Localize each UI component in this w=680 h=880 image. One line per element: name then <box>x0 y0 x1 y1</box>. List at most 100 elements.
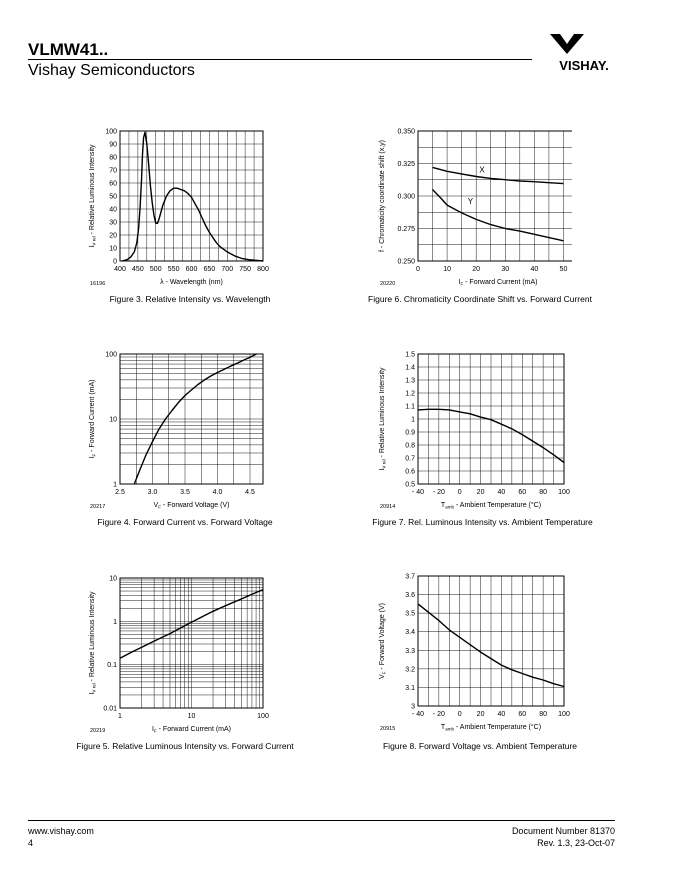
x-tick-label: 10 <box>443 266 451 273</box>
series-line <box>121 131 264 262</box>
figure-code: 20219 <box>90 728 105 734</box>
y-axis-label-symbol: I <box>89 246 96 248</box>
x-tick-label: 700 <box>221 266 233 273</box>
y-axis-label: IV rel - Relative Luminous Intensity <box>89 144 97 248</box>
plot-frame <box>417 353 565 485</box>
x-axis-label: IF - Forward Current (mA) <box>152 726 231 734</box>
y-tick-label: 1.4 <box>405 365 415 372</box>
y-axis-label-text: - Forward Current (mA) <box>89 380 96 454</box>
y-tick-label: 1.1 <box>405 404 415 411</box>
series-line <box>119 588 264 659</box>
y-axis-label-text: - Relative Luminous Intensity <box>379 367 386 459</box>
y-axis-label-text: - Forward Voltage (V) <box>379 603 386 671</box>
document-subtitle: Vishay Semiconductors <box>28 62 195 79</box>
y-tick-label: 60 <box>109 181 117 188</box>
x-tick-label: - 20 <box>433 711 445 718</box>
y-axis-label: IV rel - Relative Luminous Intensity <box>379 367 387 471</box>
x-tick-label: 60 <box>518 711 526 718</box>
y-tick-label: 70 <box>109 168 117 175</box>
x-axis-label-subscript: F <box>460 282 463 287</box>
footer-document-number: Document Number 81370 <box>511 826 615 836</box>
fig3-grid <box>119 130 264 262</box>
x-tick-label: 800 <box>257 266 269 273</box>
series-annotation: X <box>479 166 485 175</box>
y-tick-label: 3.7 <box>405 574 415 581</box>
y-tick-label: 0.250 <box>397 259 415 266</box>
x-axis-label-subscript: F <box>158 505 161 510</box>
x-tick-label: 20 <box>477 711 485 718</box>
x-axis-label-text: - Ambient Temperature (°C) <box>454 501 541 509</box>
x-axis-label-text: - Forward Current (mA) <box>157 726 231 733</box>
x-axis-label: IF - Forward Current (mA) <box>459 279 538 287</box>
x-tick-label: 3.0 <box>148 489 158 496</box>
x-tick-label: 60 <box>518 489 526 496</box>
figure-code: 16196 <box>90 281 105 287</box>
y-tick-label: 0.01 <box>103 706 117 713</box>
x-axis-label-text: - Forward Voltage (V) <box>161 502 229 509</box>
y-tick-label: 90 <box>109 142 117 149</box>
plot-frame <box>417 575 565 707</box>
vishay-logo: VISHAY. <box>550 34 609 73</box>
y-tick-label: 10 <box>109 246 117 253</box>
y-tick-label: 0.325 <box>397 161 415 168</box>
y-tick-label: 20 <box>109 233 117 240</box>
x-axis-label: VF - Forward Voltage (V) <box>154 502 230 510</box>
y-tick-label: 40 <box>109 207 117 214</box>
footer-website: www.vishay.com <box>28 826 94 836</box>
plot-frame <box>119 577 264 709</box>
x-tick-label: 100 <box>558 711 570 718</box>
y-tick-label: 10 <box>109 417 117 424</box>
series-line-y <box>431 189 564 242</box>
y-tick-label: 10 <box>109 576 117 583</box>
y-tick-label: 3.6 <box>405 592 415 599</box>
series-line <box>417 408 565 464</box>
y-tick-label: 100 <box>105 352 117 359</box>
y-tick-label: 0.6 <box>405 469 415 476</box>
fig5-grid <box>119 577 264 709</box>
x-axis-label: λ - Wavelength (nm) <box>160 279 223 286</box>
document-title: VLMW41.. <box>28 40 109 59</box>
x-tick-label: 650 <box>204 266 216 273</box>
y-tick-label: 1 <box>113 482 117 489</box>
y-axis-label-text: - Relative Luminous Intensity <box>89 144 96 236</box>
x-axis-label-text: - Ambient Temperature (°C) <box>454 723 541 731</box>
figure-8-caption: Figure 8. Forward Voltage vs. Ambient Te… <box>382 741 578 751</box>
figure-6-caption: Figure 6. Chromaticity Coordinate Shift … <box>368 294 592 304</box>
series-line-x <box>432 166 564 185</box>
y-axis-label-subscript: V rel <box>92 236 97 245</box>
y-tick-label: 0.7 <box>405 456 415 463</box>
y-axis-label-symbol: V <box>379 674 386 679</box>
x-axis-label-subscript: F <box>154 729 157 734</box>
x-tick-label: 4.0 <box>213 489 223 496</box>
header-rule <box>28 59 532 60</box>
x-tick-label: 30 <box>501 266 509 273</box>
y-tick-label: 3.1 <box>405 685 415 692</box>
y-tick-label: 80 <box>109 155 117 162</box>
x-tick-label: 40 <box>498 489 506 496</box>
y-tick-label: 0.1 <box>107 662 117 669</box>
x-axis-label-symbol: T <box>441 724 446 731</box>
x-tick-label: 10 <box>188 713 196 720</box>
x-tick-label: 100 <box>257 713 269 720</box>
x-tick-label: 1 <box>118 713 122 720</box>
series-line <box>133 353 257 485</box>
figure-7-chart: - 40 - 20 0 20 40 60 80 100 0.5 0.6 0.7 0.8 0.9 1 1.1 1… <box>379 352 570 511</box>
x-tick-label: 500 <box>150 266 162 273</box>
plot-frame <box>417 130 572 262</box>
x-tick-label: 20 <box>472 266 480 273</box>
x-axis-label-subscript: amb <box>445 505 454 510</box>
y-axis-label-subscript: F <box>382 671 387 674</box>
figure-3-caption: Figure 3. Relative Intensity vs. Wavelen… <box>109 294 271 304</box>
y-tick-label: 1 <box>113 619 117 626</box>
x-tick-label: 0 <box>458 489 462 496</box>
fig8-grid <box>417 575 565 707</box>
x-axis-label: Tamb - Ambient Temperature (°C) <box>441 723 541 732</box>
x-tick-label: - 40 <box>412 489 424 496</box>
y-axis-label-symbol: I <box>89 693 96 695</box>
y-tick-label: 0.5 <box>405 482 415 489</box>
y-tick-label: 0.275 <box>397 226 415 233</box>
x-axis-label: Tamb - Ambient Temperature (°C) <box>441 501 541 510</box>
x-tick-label: 0 <box>458 711 462 718</box>
figure-7-caption: Figure 7. Rel. Luminous Intensity vs. Am… <box>372 517 593 527</box>
